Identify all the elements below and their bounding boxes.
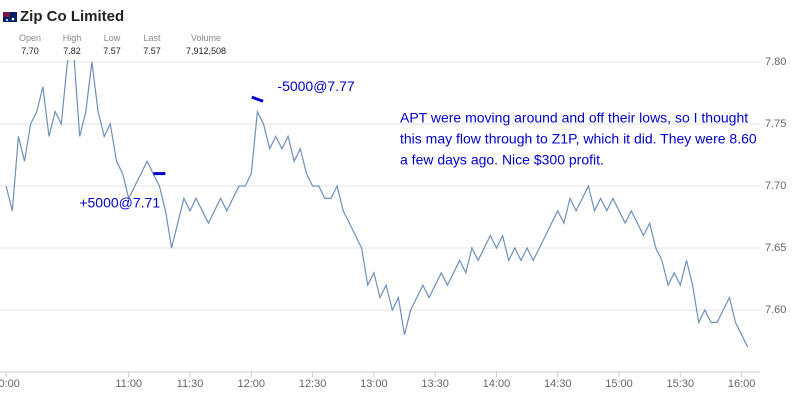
flag [3, 12, 17, 22]
stat: High 7.82 [42, 33, 102, 56]
stat-label: Volume [190, 33, 222, 43]
stat-value: 7,912,508 [185, 46, 227, 56]
stat: Low 7.57 [82, 33, 142, 56]
stat-value: 7.57 [103, 46, 121, 56]
stat-label: High [62, 33, 82, 43]
stat: Open 7.70 [0, 33, 60, 56]
stat-label: Low [103, 33, 121, 43]
x-tick-label: 13:00 [360, 378, 388, 390]
stat: Volume 7,912,508 [176, 33, 236, 56]
x-tick-label: 15:00 [605, 378, 633, 390]
x-tick-label: 14:30 [544, 378, 572, 390]
trade-label: -5000@7.77 [277, 78, 354, 94]
stat-value: 7.70 [21, 46, 39, 56]
y-tick-label: 7.70 [765, 180, 786, 192]
y-tick-label: 7.75 [765, 118, 786, 130]
stat-label: Last [143, 33, 161, 43]
x-tick-label: 16:00 [728, 378, 756, 390]
y-tick-label: 7.65 [765, 242, 786, 254]
trade-marker [251, 95, 264, 103]
y-tick-label: 7.80 [765, 56, 786, 68]
y-tick-label: 7.60 [765, 304, 786, 316]
x-tick-label: 14:00 [483, 378, 511, 390]
stat-value: 7.57 [143, 46, 161, 56]
price-line [5, 47, 749, 348]
header: Zip Co Limited Open 7.70 High 7.82 Low 7.57 La… [0, 0, 232, 60]
x-tick-label: 12:00 [238, 378, 266, 390]
stat-label: Open [18, 33, 42, 43]
x-tick-label: 13:30 [421, 378, 449, 390]
x-tick-label: 12:30 [299, 378, 327, 390]
stat: Last 7.57 [122, 33, 182, 56]
trade-label: +5000@7.71 [79, 194, 160, 210]
x-tick-label: 15:30 [667, 378, 695, 390]
x-tick-label: 10:00 [0, 378, 20, 390]
x-tick-label: 11:30 [177, 378, 204, 390]
title: Zip Co Limited [20, 8, 125, 25]
stat-value: 7.82 [63, 46, 81, 56]
x-tick-label: 11:00 [115, 378, 142, 390]
note: this may flow through to Z1P, which it d… [400, 131, 757, 147]
note: a few days ago. Nice $300 profit. [400, 152, 604, 168]
note: APT were moving around and off their low… [400, 110, 748, 126]
